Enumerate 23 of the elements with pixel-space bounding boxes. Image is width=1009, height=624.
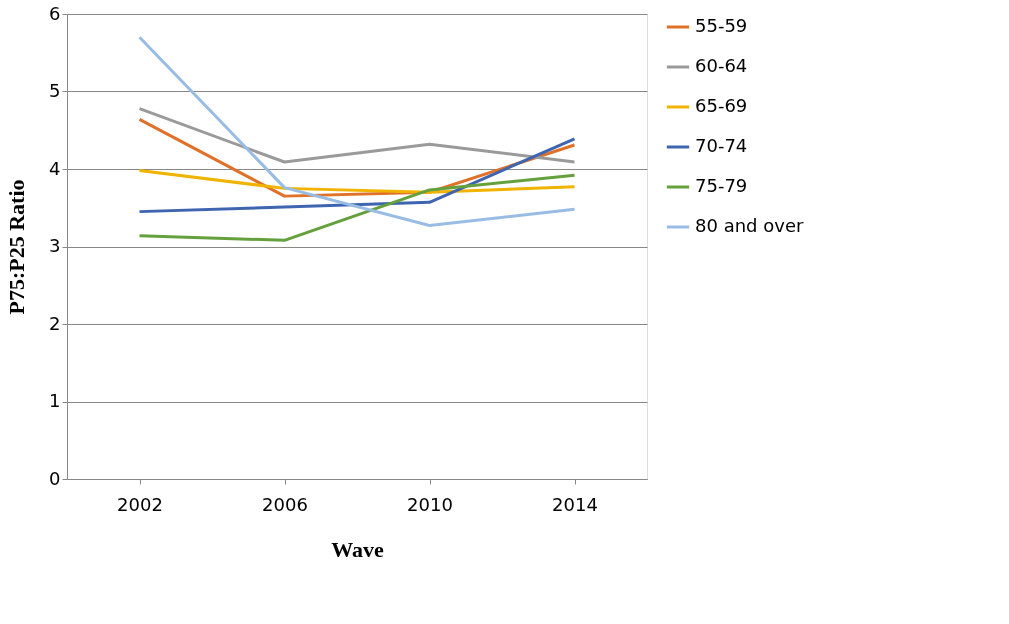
y-tick-label: 6 [49, 2, 61, 24]
legend-label: 60-64 [695, 55, 748, 76]
x-tick-label: 2002 [117, 493, 163, 515]
legend-label: 80 and over [695, 215, 804, 236]
legend-label: 65-69 [695, 95, 748, 116]
legend-label: 75-79 [695, 175, 748, 196]
y-tick-label: 5 [49, 80, 61, 101]
y-tick-label: 4 [49, 157, 61, 179]
line-series [138, 173, 576, 242]
y-tick-label: 3 [49, 235, 61, 256]
line-series [138, 169, 576, 194]
x-tick-label: 2006 [262, 493, 308, 515]
line-series [138, 137, 576, 214]
x-tick-label: 2010 [407, 493, 453, 515]
legend-label: 55-59 [695, 15, 748, 36]
line-series [138, 35, 576, 228]
y-axis-title: P75:P25 Ratio [4, 179, 30, 315]
legend-label: 70-74 [695, 135, 748, 156]
x-tick-label: 2014 [552, 493, 598, 515]
y-tick-label: 1 [49, 390, 61, 411]
y-tick-label: 2 [49, 312, 61, 334]
y-tick-label: 0 [49, 467, 61, 489]
x-axis-title: Wave [331, 536, 384, 562]
